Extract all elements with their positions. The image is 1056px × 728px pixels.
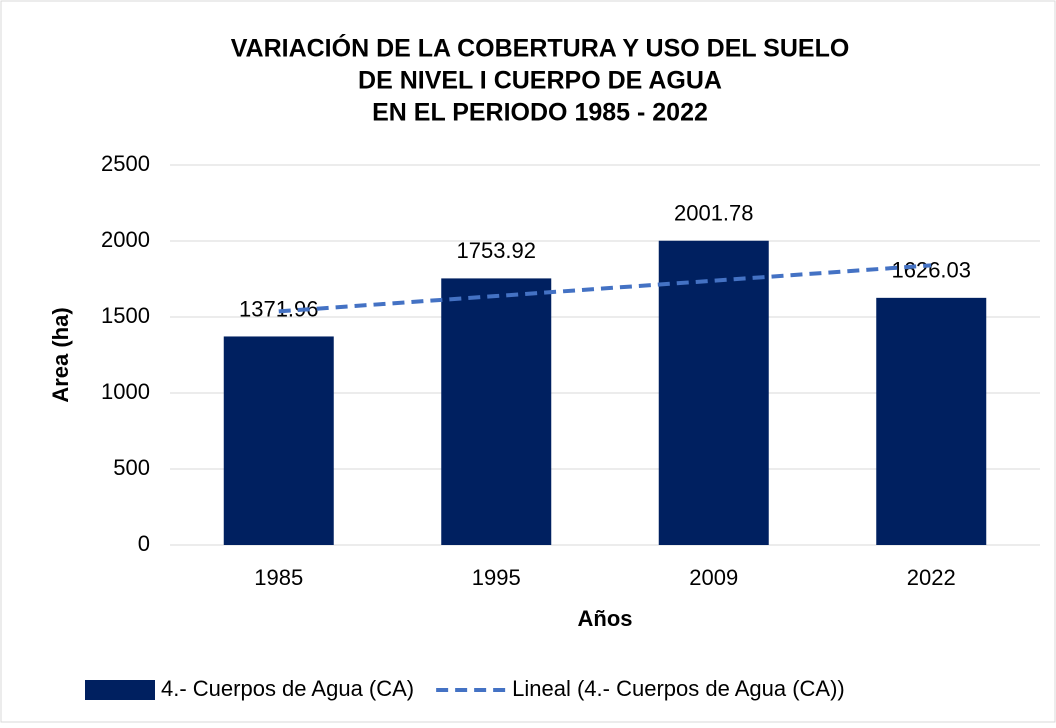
y-tick-label: 0	[138, 531, 150, 556]
x-tick-label: 2022	[907, 565, 956, 590]
legend-label: 4.- Cuerpos de Agua (CA)	[161, 676, 414, 701]
bar	[876, 297, 987, 545]
bar	[441, 278, 552, 545]
x-axis-label: Años	[578, 606, 633, 631]
chart-title: EN EL PERIODO 1985 - 2022	[372, 99, 708, 127]
x-tick-label: 1995	[472, 565, 521, 590]
legend-label: Lineal (4.- Cuerpos de Agua (CA))	[512, 676, 845, 701]
legend-swatch	[85, 680, 155, 700]
y-tick-label: 1000	[101, 379, 150, 404]
data-label: 1753.92	[456, 238, 536, 263]
y-tick-label: 1500	[101, 303, 150, 328]
y-tick-label: 2500	[101, 151, 150, 176]
chart-title: DE NIVEL I CUERPO DE AGUA	[358, 67, 722, 95]
data-label: 1626.03	[891, 258, 971, 283]
trendline	[278, 263, 932, 314]
x-tick-label: 1985	[254, 565, 303, 590]
chart-title: VARIACIÓN DE LA COBERTURA Y USO DEL SUEL…	[231, 33, 850, 63]
y-tick-label: 500	[113, 455, 150, 480]
bar	[658, 240, 769, 546]
y-tick-label: 2000	[101, 227, 150, 252]
x-tick-label: 2009	[689, 565, 738, 590]
data-label: 2001.78	[674, 201, 754, 226]
y-axis-label: Area (ha)	[48, 307, 73, 402]
bar	[223, 336, 334, 545]
